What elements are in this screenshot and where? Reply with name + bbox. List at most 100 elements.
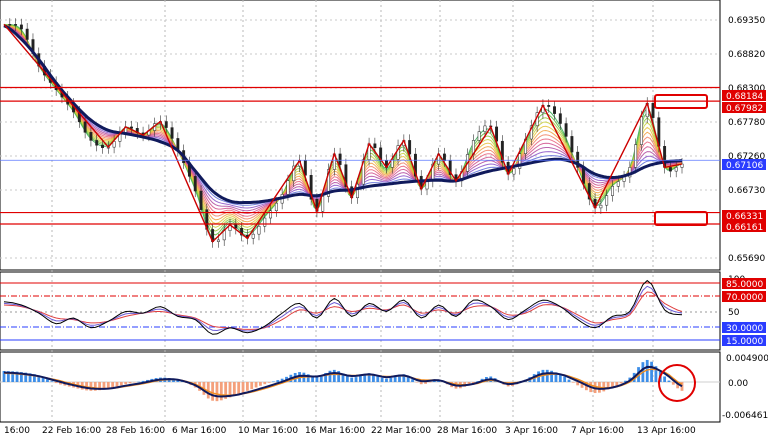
candle-body xyxy=(518,153,522,169)
support-target-box xyxy=(654,211,708,226)
candle-body xyxy=(19,24,23,30)
candle-body xyxy=(512,168,516,175)
histogram-bar xyxy=(676,382,680,389)
histogram-axis-label: 0.00 xyxy=(728,379,748,389)
histogram-bar xyxy=(367,373,371,382)
histogram-bar xyxy=(337,371,341,382)
candle-body xyxy=(356,183,359,199)
histogram-bar xyxy=(550,370,554,382)
oscillator-tag-70: 70.0000 xyxy=(726,293,763,303)
candle-body xyxy=(448,160,452,175)
candle-body xyxy=(553,106,556,114)
histogram-bar xyxy=(419,382,423,385)
time-axis-label: 22 Mar 16:00 xyxy=(371,426,431,436)
candle-body xyxy=(199,190,203,210)
candle-body xyxy=(587,183,591,200)
histogram-bar xyxy=(254,382,258,388)
histogram-bar xyxy=(411,379,414,382)
histogram-bar xyxy=(615,382,619,386)
histogram-bar xyxy=(402,374,406,382)
oscillator-signal-line xyxy=(3,291,683,330)
histogram-bar xyxy=(172,378,175,382)
histogram-bar xyxy=(124,382,128,385)
histogram-bar xyxy=(2,370,6,382)
oscillator-axis-label: 50 xyxy=(728,308,740,318)
histogram-bar xyxy=(563,376,567,382)
histogram-bar xyxy=(272,381,275,382)
candle-body xyxy=(634,144,638,168)
histogram-bar xyxy=(215,382,219,402)
candle-body xyxy=(616,181,620,187)
zigzag-line xyxy=(3,23,683,243)
histogram-bar xyxy=(680,382,684,391)
histogram-bar xyxy=(554,372,558,382)
histogram-bar xyxy=(228,382,232,398)
histogram-bar xyxy=(19,372,23,382)
oscillator-axis: 100 50 85.0000 70.0000 30.0000 15.0000 xyxy=(722,275,766,347)
histogram-bar xyxy=(50,381,54,382)
price-levels[interactable] xyxy=(0,86,720,225)
histogram-bar xyxy=(476,381,480,382)
candle-body xyxy=(130,126,133,129)
candle-body xyxy=(483,125,487,132)
candle-body xyxy=(101,145,104,148)
histogram-bar xyxy=(345,376,349,382)
histogram-bar xyxy=(650,361,653,382)
candle-body xyxy=(303,160,307,176)
vertical-grid xyxy=(51,0,654,422)
candle-body xyxy=(309,175,313,200)
histogram-bar xyxy=(545,369,549,382)
candle-body xyxy=(413,153,417,177)
histogram-bar xyxy=(46,379,49,382)
candle-body xyxy=(582,167,585,184)
histogram-bar xyxy=(15,371,19,382)
time-axis-label: 22 Feb 16:00 xyxy=(42,426,101,436)
histogram-bar xyxy=(376,375,380,382)
resistance-tag-lower: 0.67982 xyxy=(726,104,763,114)
histogram-bar xyxy=(132,382,136,383)
histogram-bar xyxy=(471,382,475,384)
histogram-bar xyxy=(11,371,15,382)
oscillator-levels xyxy=(0,282,720,341)
price-axis-label: 0.67260 xyxy=(728,152,765,162)
histogram-bar xyxy=(54,382,58,384)
candle-body xyxy=(529,125,533,140)
histogram-bar xyxy=(645,359,649,382)
histogram-bar xyxy=(428,382,432,383)
candle-body xyxy=(547,105,551,107)
oscillator-tag-15: 15.0000 xyxy=(726,337,763,347)
histogram-bar xyxy=(606,382,610,390)
price-candles xyxy=(8,18,684,248)
time-axis-label: 28 Feb 16:00 xyxy=(106,426,165,436)
histogram-bar xyxy=(424,382,427,384)
candle-body xyxy=(251,233,255,239)
histogram-bar xyxy=(328,370,332,382)
candle-body xyxy=(599,204,603,209)
candle-body xyxy=(611,186,614,196)
histogram-bar xyxy=(363,373,367,382)
histogram-bar xyxy=(250,382,254,390)
histogram-bar xyxy=(211,382,215,401)
histogram-bar xyxy=(580,382,584,388)
histogram-axis-label: -0.0064613 xyxy=(722,411,768,421)
candle-body xyxy=(639,116,643,145)
histogram-bar xyxy=(393,376,397,382)
histogram-bar xyxy=(128,382,132,384)
histogram-bar xyxy=(619,382,623,384)
price-axis-label: 0.69350 xyxy=(728,16,765,26)
histogram-bar xyxy=(306,374,310,382)
histogram-bar xyxy=(398,374,401,382)
histogram-bar xyxy=(380,377,384,382)
time-axis-label: 13 Apr 16:00 xyxy=(637,426,696,436)
histogram-bar xyxy=(671,382,675,385)
histogram-bar xyxy=(611,382,614,388)
histogram-bar xyxy=(106,382,110,389)
histogram-main-line xyxy=(3,365,683,398)
candle-body xyxy=(263,217,267,227)
oscillator-tag-85: 85.0000 xyxy=(726,280,763,290)
current-price-tag: 0.67106 xyxy=(726,161,763,171)
histogram-bar xyxy=(637,367,640,382)
candle-body xyxy=(83,121,87,133)
